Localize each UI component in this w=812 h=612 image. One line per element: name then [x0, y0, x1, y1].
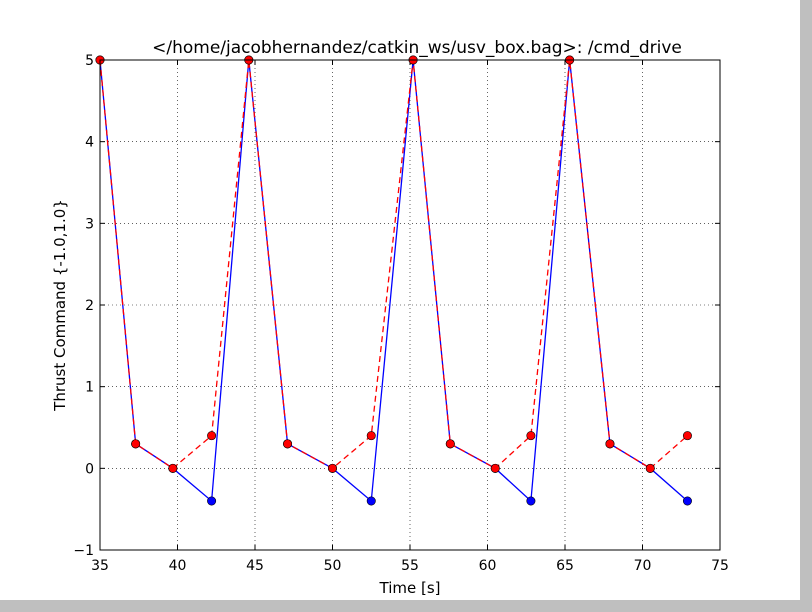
figure: 35 40 45 50 55 60 65 70 75 −1 0 1 2 3 4 5 </home/jacobh… — [0, 0, 800, 600]
x-tick-label: 55 — [401, 558, 419, 574]
y-axis-label: Thrust Command {-1.0,1.0} — [51, 199, 69, 412]
data-point-right — [490, 463, 500, 473]
plot-frame — [99, 59, 721, 551]
data-point-right — [131, 439, 141, 449]
y-tick-label: 1 — [85, 380, 94, 396]
chart-title: </home/jacobhernandez/catkin_ws/usv_box.… — [152, 38, 682, 58]
series-layer — [95, 55, 692, 506]
x-tick-label: 50 — [324, 558, 342, 574]
x-tick-label: 40 — [169, 558, 187, 574]
data-point-right — [605, 439, 615, 449]
data-point-left — [207, 496, 217, 506]
data-point-right — [168, 463, 178, 473]
grid — [100, 60, 720, 550]
data-point-right — [645, 463, 655, 473]
y-tick-label: 4 — [85, 135, 94, 151]
y-tick-label: −1 — [73, 543, 94, 559]
series-line-left — [99, 59, 688, 503]
x-tick-label: 75 — [711, 558, 729, 574]
y-tick-label: 2 — [85, 298, 94, 314]
data-point-right — [526, 431, 536, 441]
data-point-right — [283, 439, 293, 449]
data-point-left — [526, 496, 536, 506]
data-point-right — [327, 463, 337, 473]
y-tick-label: 5 — [85, 53, 94, 69]
series-line-right — [99, 59, 688, 470]
data-point-right — [207, 431, 217, 441]
data-point-left — [366, 496, 376, 506]
x-tick-label: 65 — [556, 558, 574, 574]
x-axis-label: Time [s] — [379, 579, 441, 597]
x-tick-label: 60 — [479, 558, 497, 574]
y-tick-label: 3 — [85, 216, 94, 232]
x-tick-label: 70 — [634, 558, 652, 574]
data-point-right — [366, 431, 376, 441]
data-point-left — [682, 496, 692, 506]
figure-background — [0, 0, 800, 600]
data-point-right — [682, 431, 692, 441]
y-tick-label: 0 — [85, 461, 94, 477]
x-tick-label: 45 — [246, 558, 264, 574]
data-point-right — [445, 439, 455, 449]
x-tick-label: 35 — [91, 558, 109, 574]
